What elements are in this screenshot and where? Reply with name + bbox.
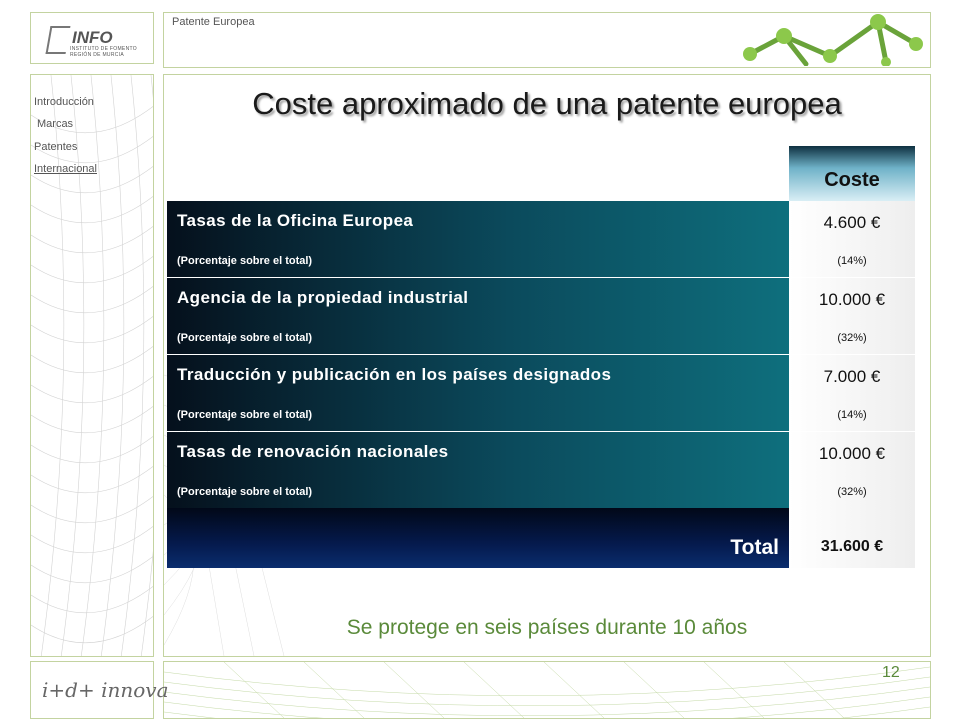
- footer-logo-panel: [30, 661, 154, 719]
- cost-item-name: Tasas de la Oficina Europea: [177, 211, 414, 230]
- table-row-value: 10.000 € (32%): [789, 278, 915, 354]
- cost-item-name: Tasas de renovación nacionales: [177, 442, 449, 461]
- idi-innova-logo: i+d+ innova: [42, 678, 169, 702]
- nav-item-introduccion[interactable]: Introducción: [34, 96, 94, 108]
- logo-panel: [30, 12, 154, 64]
- nav-item-marcas[interactable]: Marcas: [37, 118, 74, 130]
- cost-item-name: Agencia de la propiedad industrial: [177, 288, 469, 307]
- nav-item-internacional[interactable]: Internacional: [34, 163, 97, 175]
- cost-percent: (14%): [837, 409, 867, 421]
- total-row-value: 31.600 €: [789, 508, 915, 568]
- cost-percent: (14%): [837, 255, 867, 267]
- cost-amount: 10.000 €: [818, 444, 886, 463]
- cost-percent: (32%): [837, 486, 867, 498]
- total-label: Total: [730, 536, 779, 559]
- logo-text: INFO: [72, 28, 113, 47]
- table-row-value: 7.000 € (14%): [789, 355, 915, 431]
- table-row-label: Tasas de renovación nacionales (Porcenta…: [167, 432, 789, 508]
- cost-amount: 7.000 €: [823, 367, 881, 386]
- table-row-value: 10.000 € (32%): [789, 432, 915, 508]
- molecule-icon: [743, 14, 923, 66]
- cost-item-subtitle: (Porcentaje sobre el total): [177, 255, 313, 267]
- table-row-value: 4.600 € (14%): [789, 201, 915, 277]
- table-row-label: Traducción y publicación en los países d…: [167, 355, 789, 431]
- logo-subtitle: INSTITUTO DE FOMENTO REGIÓN DE MURCIA: [70, 46, 137, 58]
- header-label: Patente Europea: [172, 16, 255, 28]
- cost-item-subtitle: (Porcentaje sobre el total): [177, 409, 313, 421]
- sidebar-panel: [30, 74, 154, 657]
- column-header-coste: Coste: [789, 146, 915, 201]
- nav-item-patentes[interactable]: Patentes: [34, 141, 78, 153]
- total-row-label: Total: [167, 508, 789, 568]
- table-row-label: Agencia de la propiedad industrial (Porc…: [167, 278, 789, 354]
- slide-title: Coste aproximado de una patente europea: [252, 86, 842, 121]
- page-number: 12: [882, 664, 900, 681]
- cost-item-name: Traducción y publicación en los países d…: [177, 365, 612, 384]
- wireframe-decoration: [31, 75, 153, 656]
- cost-item-subtitle: (Porcentaje sobre el total): [177, 332, 313, 344]
- table-row-label: Tasas de la Oficina Europea (Porcentaje …: [167, 201, 789, 277]
- cost-percent: (32%): [837, 332, 867, 344]
- footer-panel: [163, 661, 931, 719]
- cost-amount: 4.600 €: [823, 213, 881, 232]
- protection-note: Se protege en seis países durante 10 año…: [346, 616, 748, 639]
- wireframe-decoration: [164, 662, 930, 718]
- cost-amount: 10.000 €: [818, 290, 886, 309]
- cost-item-subtitle: (Porcentaje sobre el total): [177, 486, 313, 498]
- total-amount: 31.600 €: [820, 538, 884, 555]
